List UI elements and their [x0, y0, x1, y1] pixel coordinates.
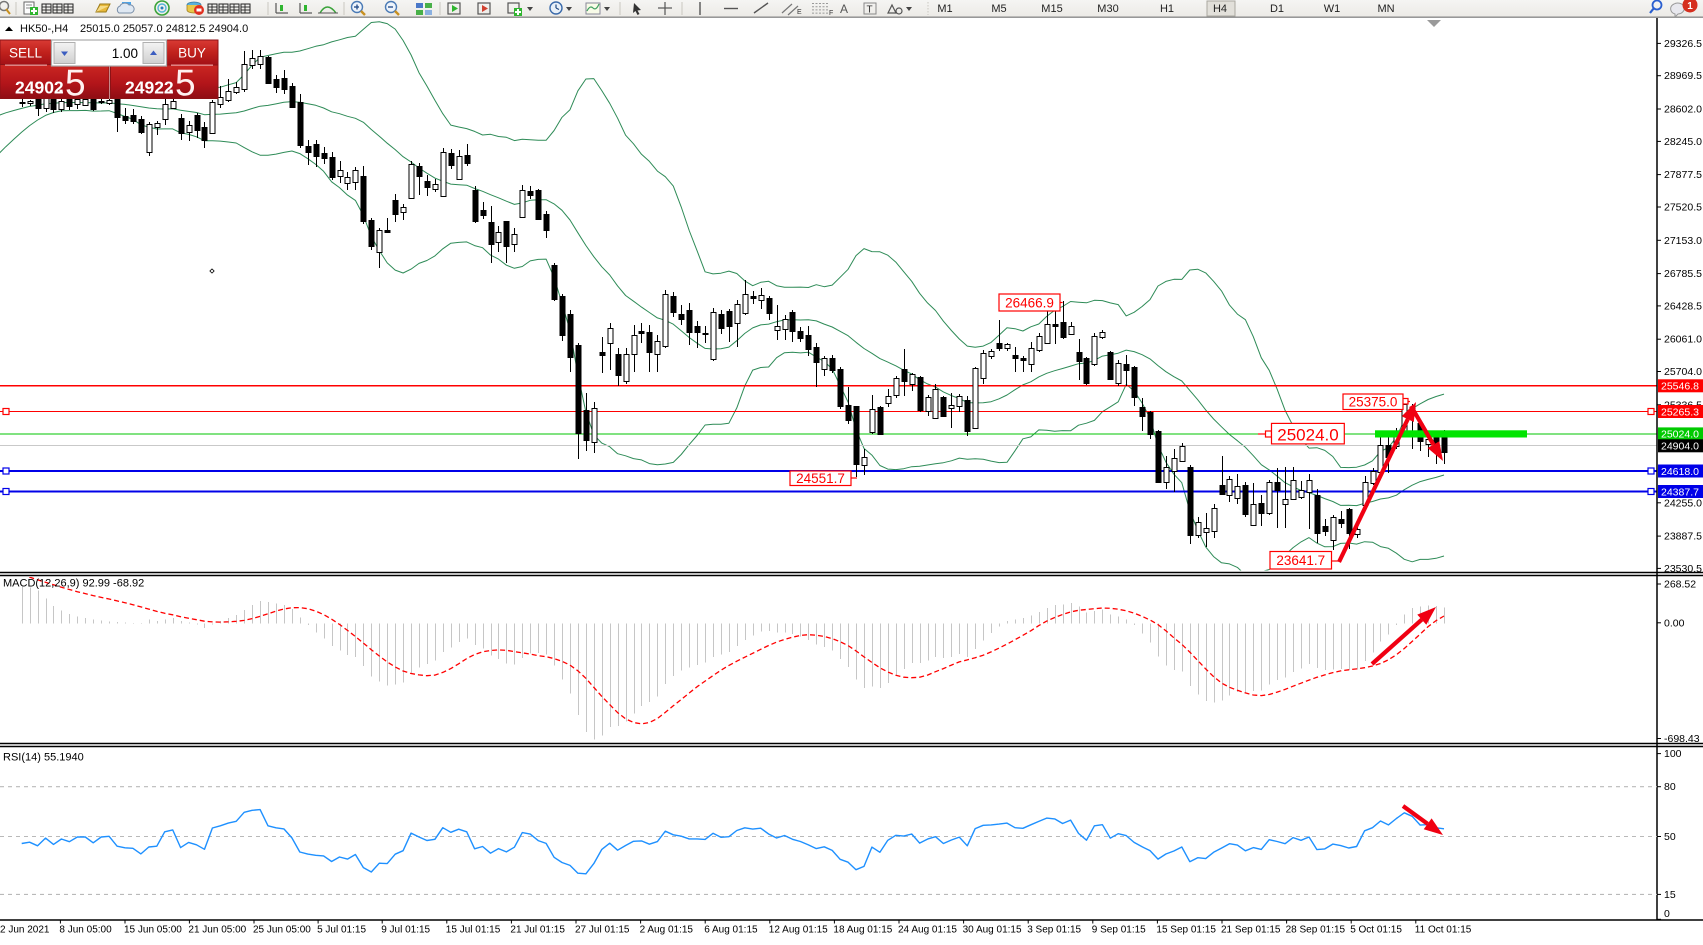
- svg-text:M5: M5: [991, 3, 1006, 15]
- svg-text:3 Sep 01:15: 3 Sep 01:15: [1027, 925, 1081, 936]
- svg-text:27877.5: 27877.5: [1664, 169, 1702, 181]
- svg-text:26061.0: 26061.0: [1664, 334, 1702, 346]
- svg-text:26466.9: 26466.9: [1005, 295, 1054, 310]
- svg-text:268.52: 268.52: [1664, 579, 1696, 591]
- svg-text:80: 80: [1664, 781, 1676, 793]
- svg-text:18 Aug 01:15: 18 Aug 01:15: [833, 925, 892, 936]
- svg-text:12 Aug 01:15: 12 Aug 01:15: [769, 925, 828, 936]
- svg-text:25024.0: 25024.0: [1661, 429, 1699, 441]
- svg-text:A: A: [840, 2, 848, 16]
- svg-text:30 Aug 01:15: 30 Aug 01:15: [963, 925, 1022, 936]
- svg-text:H1: H1: [1160, 3, 1174, 15]
- svg-text:5 Oct 01:15: 5 Oct 01:15: [1350, 925, 1402, 936]
- svg-text:M30: M30: [1097, 3, 1118, 15]
- svg-text:24387.7: 24387.7: [1661, 486, 1699, 498]
- svg-text:100: 100: [1664, 748, 1682, 760]
- svg-text:25024.0: 25024.0: [1277, 426, 1338, 445]
- svg-text:2 Jun 2021: 2 Jun 2021: [0, 925, 50, 936]
- svg-text:25 Jun 05:00: 25 Jun 05:00: [253, 925, 311, 936]
- svg-text:15 Jun 05:00: 15 Jun 05:00: [124, 925, 182, 936]
- svg-text:25015.0 25057.0 24812.5 24904.: 25015.0 25057.0 24812.5 24904.0: [80, 23, 248, 35]
- svg-text:0: 0: [1664, 908, 1670, 920]
- svg-text:5: 5: [175, 63, 196, 104]
- svg-text:50: 50: [1664, 831, 1676, 843]
- svg-text:23887.5: 23887.5: [1664, 531, 1702, 543]
- svg-text:D1: D1: [1270, 3, 1284, 15]
- svg-text:27 Jul 01:15: 27 Jul 01:15: [575, 925, 630, 936]
- svg-text:15 Jul 01:15: 15 Jul 01:15: [446, 925, 501, 936]
- svg-text:24902: 24902: [15, 78, 64, 98]
- svg-text:15 Sep 01:15: 15 Sep 01:15: [1156, 925, 1216, 936]
- svg-text:M1: M1: [937, 3, 952, 15]
- svg-text:23641.7: 23641.7: [1276, 553, 1325, 568]
- svg-text:15: 15: [1664, 889, 1676, 901]
- svg-text:5 Jul 01:15: 5 Jul 01:15: [317, 925, 366, 936]
- svg-text:0.00: 0.00: [1664, 617, 1685, 629]
- svg-text:.: .: [168, 73, 174, 98]
- svg-text:-698.43: -698.43: [1664, 733, 1700, 745]
- svg-text:25546.8: 25546.8: [1661, 381, 1699, 393]
- svg-text:25704.0: 25704.0: [1664, 366, 1702, 378]
- svg-text:8 Jun 05:00: 8 Jun 05:00: [59, 925, 112, 936]
- svg-text:M15: M15: [1041, 3, 1062, 15]
- svg-text:26785.5: 26785.5: [1664, 268, 1702, 280]
- svg-text:11 Oct 01:15: 11 Oct 01:15: [1415, 925, 1472, 936]
- svg-text:28 Sep 01:15: 28 Sep 01:15: [1286, 925, 1346, 936]
- svg-text:.: .: [58, 73, 64, 98]
- svg-text:T: T: [867, 5, 873, 16]
- svg-text:E: E: [797, 9, 802, 16]
- svg-text:HK50-,H4: HK50-,H4: [20, 23, 68, 35]
- svg-text:RSI(14) 55.1940: RSI(14) 55.1940: [3, 752, 84, 764]
- svg-text:29326.5: 29326.5: [1664, 38, 1702, 50]
- svg-text:5: 5: [65, 63, 86, 104]
- svg-text:W1: W1: [1324, 3, 1341, 15]
- svg-text:24551.7: 24551.7: [796, 471, 845, 486]
- svg-text:9 Sep 01:15: 9 Sep 01:15: [1092, 925, 1146, 936]
- svg-text:27520.5: 27520.5: [1664, 202, 1702, 214]
- svg-text:MACD(12,26,9) 92.99 -68.92: MACD(12,26,9) 92.99 -68.92: [3, 578, 144, 590]
- svg-text:21 Jun 05:00: 21 Jun 05:00: [188, 925, 246, 936]
- svg-text:21 Jul 01:15: 21 Jul 01:15: [510, 925, 565, 936]
- svg-text:25375.0: 25375.0: [1349, 395, 1398, 410]
- svg-text:26428.5: 26428.5: [1664, 300, 1702, 312]
- svg-text:25265.3: 25265.3: [1661, 406, 1699, 418]
- svg-text:H4: H4: [1213, 3, 1227, 15]
- svg-text:28602.0: 28602.0: [1664, 104, 1702, 116]
- svg-text:28245.0: 28245.0: [1664, 136, 1702, 148]
- svg-text:6 Aug 01:15: 6 Aug 01:15: [704, 925, 758, 936]
- svg-text:24618.0: 24618.0: [1661, 466, 1699, 478]
- svg-text:21 Sep 01:15: 21 Sep 01:15: [1221, 925, 1281, 936]
- svg-text:1: 1: [1687, 1, 1693, 12]
- svg-text:28969.5: 28969.5: [1664, 70, 1702, 82]
- svg-text:2 Aug 01:15: 2 Aug 01:15: [640, 925, 694, 936]
- svg-text:27153.0: 27153.0: [1664, 235, 1702, 247]
- svg-text:BUY: BUY: [178, 46, 206, 61]
- svg-text:F: F: [829, 10, 833, 17]
- svg-text:MN: MN: [1377, 3, 1394, 15]
- svg-text:1.00: 1.00: [112, 46, 138, 61]
- svg-text:24904.0: 24904.0: [1661, 441, 1699, 453]
- svg-text:24 Aug 01:15: 24 Aug 01:15: [898, 925, 957, 936]
- svg-text:9 Jul 01:15: 9 Jul 01:15: [381, 925, 430, 936]
- svg-text:SELL: SELL: [9, 46, 43, 61]
- svg-text:24255.0: 24255.0: [1664, 497, 1702, 509]
- svg-text:24922: 24922: [125, 78, 174, 98]
